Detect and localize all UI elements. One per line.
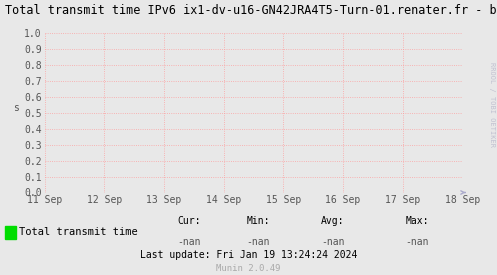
Text: -nan: -nan xyxy=(406,237,429,247)
Text: Max:: Max: xyxy=(406,216,429,226)
Text: -nan: -nan xyxy=(177,237,201,247)
Text: RROOL / TOBI OETIKER: RROOL / TOBI OETIKER xyxy=(489,62,495,147)
Text: Min:: Min: xyxy=(247,216,270,226)
Text: -nan: -nan xyxy=(247,237,270,247)
Text: Total transmit time: Total transmit time xyxy=(19,227,138,237)
Text: Avg:: Avg: xyxy=(321,216,345,226)
Text: Munin 2.0.49: Munin 2.0.49 xyxy=(216,265,281,273)
Text: Last update: Fri Jan 19 13:24:24 2024: Last update: Fri Jan 19 13:24:24 2024 xyxy=(140,250,357,260)
Text: Cur:: Cur: xyxy=(177,216,201,226)
Text: -nan: -nan xyxy=(321,237,345,247)
Text: Total transmit time IPv6 ix1-dv-u16-GN42JRA4T5-Turn-01.renater.fr - by week: Total transmit time IPv6 ix1-dv-u16-GN42… xyxy=(5,4,497,17)
Y-axis label: s: s xyxy=(13,103,19,113)
